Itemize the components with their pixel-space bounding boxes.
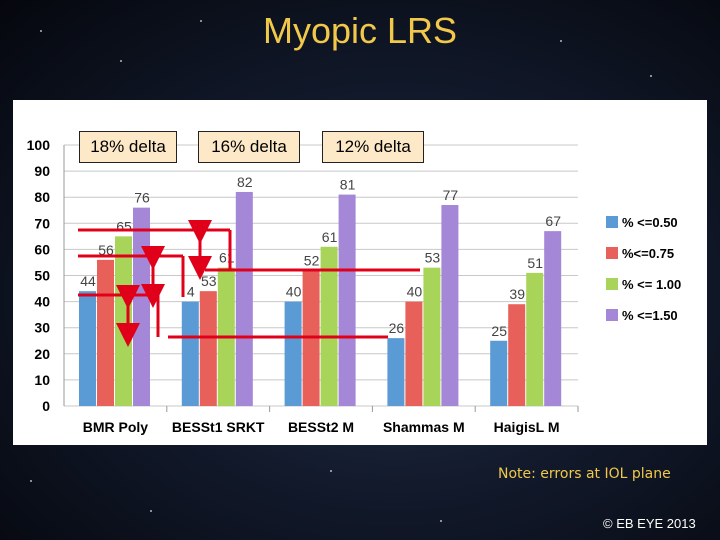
data-label: 44 xyxy=(80,273,96,289)
bar xyxy=(235,191,253,406)
y-tick-label: 70 xyxy=(34,215,50,231)
data-label: 61 xyxy=(219,250,235,266)
bar xyxy=(97,259,114,406)
bar xyxy=(133,207,150,406)
legend-swatch xyxy=(606,278,618,290)
slide-title: Myopic LRS xyxy=(262,10,458,51)
y-tick-label: 0 xyxy=(42,398,50,414)
x-tick-label: BESSt2 M xyxy=(288,419,354,435)
bar xyxy=(79,291,96,406)
data-label: 39 xyxy=(509,286,525,302)
data-label: 56 xyxy=(98,242,114,258)
legend-swatch xyxy=(606,247,618,259)
data-label: 52 xyxy=(304,252,320,268)
data-label: 4 xyxy=(187,284,195,300)
bar xyxy=(544,231,562,406)
y-tick-label: 20 xyxy=(34,346,50,362)
bar xyxy=(181,301,199,406)
copyright-text: © EB EYE 2013 xyxy=(603,516,696,531)
x-tick-label: HaigisL M xyxy=(494,419,560,435)
bar xyxy=(441,205,459,406)
data-label: 53 xyxy=(201,273,217,289)
data-label: 25 xyxy=(491,323,507,339)
data-label: 81 xyxy=(340,177,356,193)
data-label: 65 xyxy=(116,218,132,234)
bar xyxy=(320,246,338,406)
x-tick-label: BESSt1 SRKT xyxy=(172,419,265,435)
bar xyxy=(284,301,302,406)
data-label: 77 xyxy=(443,187,459,203)
bar xyxy=(338,194,356,406)
data-label: 82 xyxy=(237,174,253,190)
delta-label-3: 12% delta xyxy=(322,131,424,163)
bar xyxy=(199,291,217,406)
data-label: 67 xyxy=(545,213,561,229)
y-tick-label: 90 xyxy=(34,163,50,179)
data-label: 76 xyxy=(134,190,150,206)
bar xyxy=(387,338,405,406)
y-tick-label: 50 xyxy=(34,268,50,284)
legend-label: % <=0.50 xyxy=(622,215,678,230)
bar xyxy=(405,301,423,406)
data-label: 51 xyxy=(527,255,543,271)
legend-swatch xyxy=(606,309,618,321)
data-label: 40 xyxy=(286,284,302,300)
data-label: 40 xyxy=(407,284,423,300)
bar xyxy=(490,340,508,406)
legend-swatch xyxy=(606,216,618,228)
y-tick-label: 30 xyxy=(34,320,50,336)
y-tick-label: 40 xyxy=(34,294,50,310)
data-label: 26 xyxy=(389,320,405,336)
bar xyxy=(526,272,544,406)
data-label: 61 xyxy=(322,229,338,245)
delta-label-2: 16% delta xyxy=(198,131,300,163)
x-tick-label: Shammas M xyxy=(383,419,465,435)
x-tick-label: BMR Poly xyxy=(83,419,149,435)
bar xyxy=(423,267,441,406)
data-label: 53 xyxy=(425,250,441,266)
bar xyxy=(508,304,526,406)
legend-label: % <= 1.00 xyxy=(622,277,681,292)
note-text: Note: errors at IOL plane xyxy=(498,466,671,482)
legend-label: %<=0.75 xyxy=(622,246,674,261)
y-tick-label: 80 xyxy=(34,189,50,205)
legend-label: % <=1.50 xyxy=(622,308,678,323)
y-tick-label: 10 xyxy=(34,372,50,388)
delta-label-1: 18% delta xyxy=(79,131,177,163)
y-tick-label: 60 xyxy=(34,241,50,257)
y-tick-label: 100 xyxy=(27,137,51,153)
